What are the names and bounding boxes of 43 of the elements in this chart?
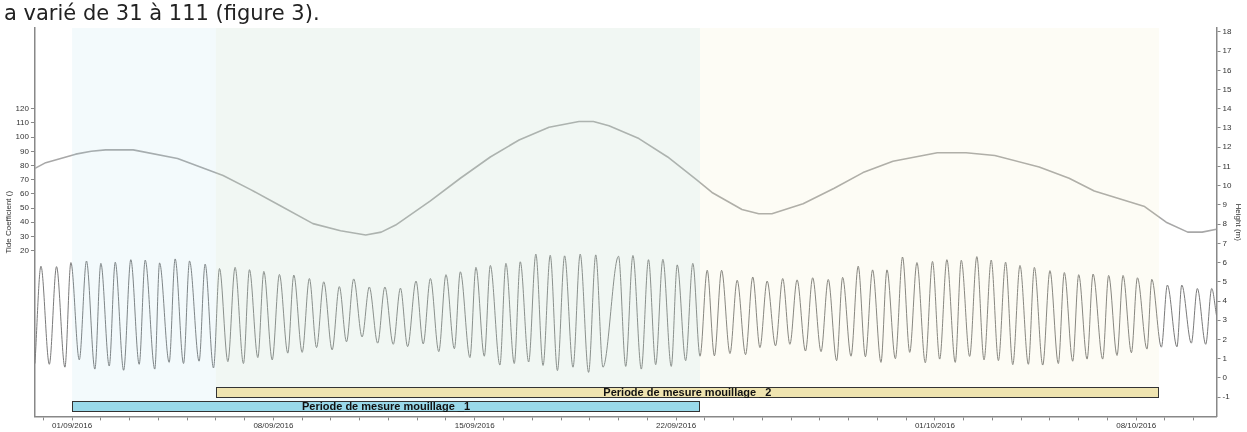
x-tick-label: 08/10/2016 — [1116, 421, 1157, 431]
y2-tick-label: 4 — [1222, 296, 1228, 306]
y-axis-title: Tide Coefficient () — [4, 190, 13, 254]
y2-tick-label: 17 — [1222, 46, 1232, 56]
period-strip: Periode de mesure mouillage _1 — [72, 401, 700, 413]
y2-tick-label: 12 — [1222, 142, 1232, 152]
x-tick-label: 08/09/2016 — [253, 421, 294, 431]
y2-tick-label: 14 — [1222, 103, 1232, 113]
y-tick-label: 110 — [16, 118, 30, 128]
y2-tick-label: 10 — [1222, 180, 1232, 190]
x-tick-label: 01/09/2016 — [52, 421, 93, 431]
y2-tick-label: 16 — [1222, 65, 1232, 75]
text: a varié de 31 à 111 (figure 3). — [4, 0, 320, 26]
y2-tick-label: 13 — [1222, 123, 1232, 133]
y2-tick-label: 18 — [1222, 27, 1232, 37]
line-series — [34, 253, 1217, 373]
y2-tick-label: 9 — [1222, 200, 1228, 210]
y-tick-label: 70 — [20, 174, 30, 184]
y-tick-label: 80 — [20, 160, 30, 170]
y2-tick-label: 5 — [1222, 277, 1228, 287]
y-tick-label: 90 — [20, 146, 30, 156]
y2-tick-label: 1 — [1222, 353, 1228, 363]
y2-tick-label: 7 — [1222, 238, 1228, 248]
y-tick-label: 100 — [15, 132, 30, 142]
y2-tick-label: 6 — [1222, 257, 1228, 267]
y2-tick-label: 15 — [1222, 84, 1232, 94]
period-strip: Periode de mesure mouillage _2 — [215, 387, 1159, 399]
y-tick-label: 60 — [20, 189, 30, 199]
y2-tick-label: 11 — [1222, 161, 1232, 171]
x-tick-label: 15/09/2016 — [454, 421, 496, 431]
y-tick-label: 40 — [20, 217, 30, 227]
y2-tick-label: 0 — [1222, 373, 1228, 383]
y-tick-label: 20 — [20, 245, 30, 255]
y2-tick-label: 2 — [1222, 334, 1228, 344]
x-tick-label: 01/10/2016 — [914, 421, 956, 431]
y2-tick-label: -1 — [1222, 392, 1231, 402]
y-tick-label: 120 — [15, 104, 30, 113]
y-tick-label: 30 — [20, 231, 30, 241]
x-tick-label: 22/09/2016 — [656, 421, 697, 431]
y2-tick-label: 8 — [1222, 219, 1228, 229]
y2-tick-label: 3 — [1222, 315, 1228, 325]
y2-axis-title: Height (m) — [1234, 203, 1243, 242]
y-tick-label: 50 — [20, 203, 30, 213]
